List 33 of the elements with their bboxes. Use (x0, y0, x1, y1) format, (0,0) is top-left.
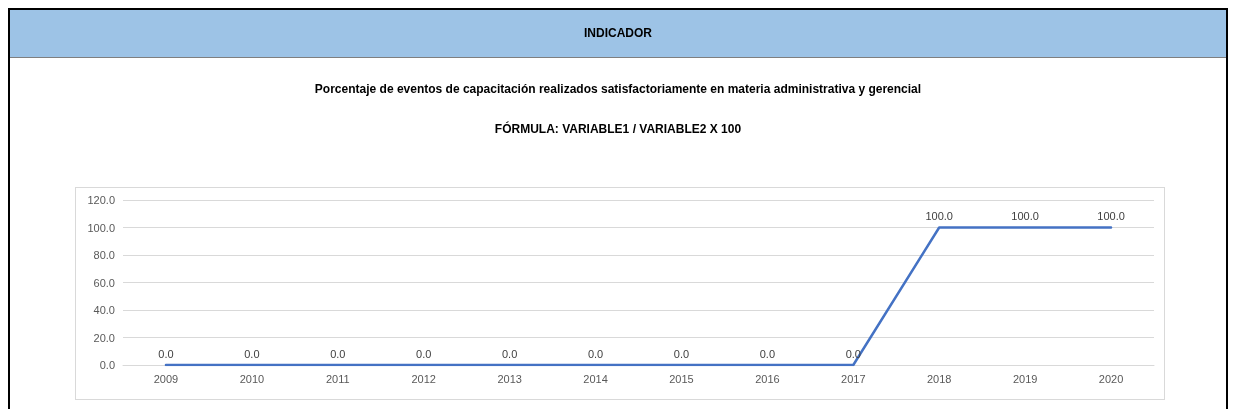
text: FÓRMULA: VARIABLE1 / VARIABLE2 X 100 (493, 122, 743, 136)
chart-subtitle: Porcentaje de eventos de capacitación realizados satisfactoriamente en materia administrativa y gerencial (313, 82, 923, 96)
data-label: 0.0 (759, 347, 776, 360)
x-tick-label: 2018 (926, 372, 952, 385)
data-label: 100.0 (925, 210, 953, 222)
data-label: 0.0 (501, 347, 518, 360)
y-tick-label: 20.0 (93, 331, 115, 344)
x-tick-label: 2020 (1098, 372, 1124, 385)
data-label: 100.0 (1097, 210, 1125, 222)
x-tick-label: 2016 (755, 372, 780, 385)
y-tick-label: 100.0 (87, 221, 115, 234)
x-tick-label: 2012 (411, 372, 436, 385)
y-tick-label: 60.0 (93, 276, 115, 289)
x-tick-label: 2010 (239, 372, 265, 385)
y-tick-label: 120.0 (87, 194, 115, 206)
data-label: 0.0 (587, 347, 604, 360)
x-tick-label: 2019 (1012, 372, 1038, 385)
data-label: 0.0 (244, 347, 260, 360)
x-tick-label: 2013 (497, 372, 522, 385)
data-label: 0.0 (158, 347, 174, 360)
x-tick-label: 2017 (841, 372, 866, 385)
chart-title: INDICADOR (10, 10, 1226, 58)
y-tick-label: 80.0 (93, 249, 115, 261)
data-label: 0.0 (416, 347, 432, 360)
x-tick-label: 2015 (669, 372, 694, 385)
data-label: 100.0 (1011, 210, 1039, 222)
x-tick-label: 2011 (325, 372, 350, 385)
x-tick-label: 2014 (583, 372, 608, 385)
data-label: 0.0 (330, 347, 346, 360)
y-tick-label: 0.0 (99, 359, 115, 371)
data-label: 0.0 (673, 347, 690, 360)
y-tick-label: 40.0 (93, 304, 115, 316)
x-tick-label: 2009 (153, 372, 179, 385)
